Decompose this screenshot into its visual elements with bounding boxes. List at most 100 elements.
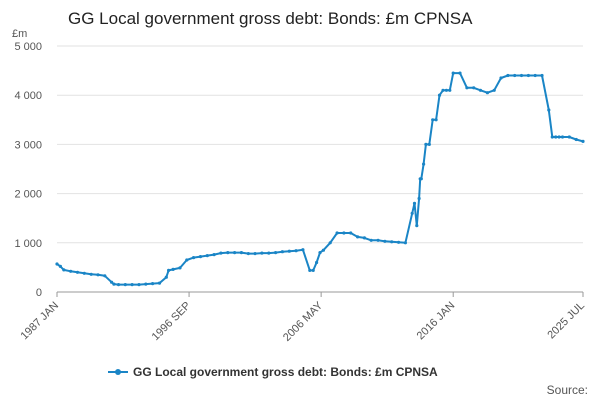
data-point (513, 73, 517, 78)
x-tick-label: 1996 SEP (150, 300, 194, 344)
gridlines (57, 45, 583, 244)
data-point (123, 283, 127, 287)
data-point (205, 254, 209, 258)
y-tick-label: 3 000 (14, 139, 42, 151)
data-point (280, 250, 284, 254)
data-point (75, 270, 80, 274)
data-point (506, 73, 510, 78)
data-point (472, 86, 476, 90)
data-point (574, 137, 578, 142)
data-point (308, 268, 312, 272)
data-point (533, 73, 537, 78)
data-point (103, 274, 107, 278)
data-point (526, 73, 531, 78)
x-tick-label: 2025 JUL (545, 300, 587, 342)
data-point (89, 272, 93, 276)
x-tick-label: 1987 JAN (18, 300, 61, 343)
series-layer (55, 71, 585, 287)
data-point (130, 283, 134, 287)
data-point (116, 283, 121, 287)
chart-title: GG Local government gross debt: Bonds: £… (68, 9, 473, 28)
legend-dot-marker (115, 369, 121, 375)
data-point (185, 258, 189, 262)
data-point (164, 275, 168, 279)
data-point (342, 231, 346, 235)
data-point (369, 238, 373, 242)
data-point (403, 241, 407, 245)
data-point (410, 211, 414, 215)
data-point (253, 252, 257, 256)
data-point (376, 238, 380, 242)
data-point (301, 248, 305, 252)
data-point (321, 248, 325, 252)
y-axis-ticks: 0 1 000 2 000 3 000 4 000 5 000 (14, 41, 42, 299)
data-point (478, 88, 483, 92)
data-point (465, 86, 469, 90)
data-point (246, 252, 250, 256)
data-point (157, 281, 162, 285)
legend-series-label: GG Local government gross debt: Bonds: £… (133, 365, 438, 379)
data-point (58, 264, 63, 268)
data-point (419, 177, 423, 181)
data-point (311, 268, 315, 272)
data-point (274, 251, 278, 255)
y-tick-label: 0 (36, 287, 42, 299)
data-point (96, 273, 100, 277)
series-line (56, 72, 584, 286)
data-point (144, 282, 148, 286)
data-point (431, 118, 435, 122)
data-point (557, 135, 561, 139)
y-tick-label: 2 000 (14, 189, 42, 201)
data-point (427, 142, 431, 146)
data-point (112, 282, 116, 286)
data-point (437, 93, 442, 97)
data-point (260, 251, 264, 255)
y-tick-label: 5 000 (14, 41, 42, 53)
x-tick-label: 2006 MAY (281, 299, 326, 344)
data-point (69, 269, 73, 273)
data-point (55, 262, 59, 266)
data-point (417, 196, 421, 201)
data-point (198, 255, 203, 259)
y-tick-label: 1 000 (14, 238, 42, 250)
data-point (82, 271, 86, 275)
data-point (267, 251, 271, 255)
data-point (485, 91, 489, 95)
data-point (519, 73, 524, 78)
data-point (448, 88, 452, 92)
x-axis-ticks: 1987 JAN 1996 SEP 2006 MAY 2016 JAN 2025 JUL (18, 292, 587, 344)
data-point (451, 71, 455, 75)
data-point (412, 201, 417, 205)
data-point (441, 88, 445, 92)
data-point (424, 142, 428, 146)
data-point (315, 260, 319, 265)
x-tick-label: 2016 JAN (415, 300, 458, 343)
data-point (349, 231, 353, 235)
y-tick-label: 4 000 (14, 90, 42, 102)
data-point (550, 135, 554, 139)
data-point (171, 267, 175, 271)
data-point (567, 135, 571, 139)
data-point (434, 118, 438, 122)
data-point (192, 256, 196, 260)
data-point (356, 235, 360, 239)
data-point (167, 268, 171, 272)
data-point (233, 251, 237, 255)
data-point (415, 224, 419, 228)
data-point (335, 231, 339, 235)
data-point (151, 282, 155, 286)
data-point (328, 241, 332, 245)
y-axis-unit-label: £m (12, 28, 27, 40)
data-point (137, 283, 141, 287)
legend[interactable]: GG Local government gross debt: Bonds: £… (108, 365, 438, 379)
data-point (422, 162, 426, 166)
source-label: Source: (547, 383, 588, 397)
data-point (383, 239, 387, 243)
data-point (492, 88, 496, 92)
data-point (540, 73, 544, 78)
data-point (458, 71, 462, 75)
data-point (547, 108, 551, 112)
data-point (318, 251, 322, 255)
data-point (287, 249, 291, 253)
